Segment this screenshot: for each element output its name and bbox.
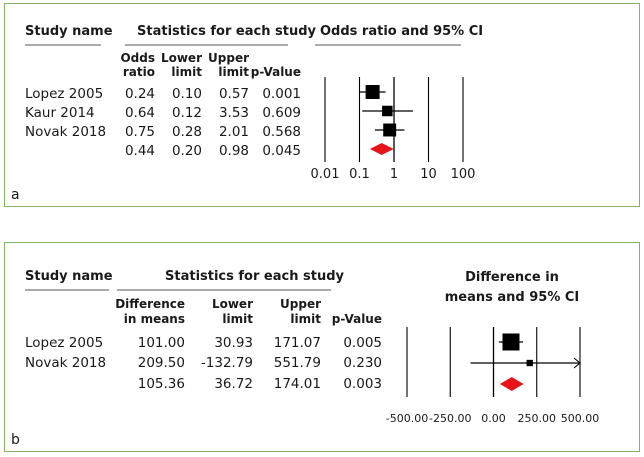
- table-row: Lopez 2005 101.00 30.93 171.07 0.005: [25, 335, 382, 351]
- plot-area-a: 0.01 0.1 1 10 100: [311, 77, 476, 182]
- forest-plot-panel-b: Study name Statistics for each study Dif…: [4, 242, 640, 452]
- effect-value: 209.50: [138, 355, 185, 371]
- p-value: 0.568: [262, 124, 301, 140]
- col-effect-header-line1: Difference: [115, 297, 185, 311]
- col-effect-header-line2: in means: [124, 312, 185, 326]
- study-name-header: Study name: [25, 24, 113, 39]
- effect-value: 101.00: [138, 335, 185, 351]
- upper-limit-value: 0.57: [219, 86, 249, 102]
- summary-p-value: 0.003: [343, 376, 382, 392]
- lower-limit-value: 0.12: [172, 105, 202, 121]
- upper-limit-value: 551.79: [274, 355, 321, 371]
- lower-limit-value: 30.93: [214, 335, 253, 351]
- col-lower-header-line2: limit: [222, 312, 253, 326]
- table-row: Lopez 2005 0.24 0.10 0.57 0.001: [25, 86, 301, 102]
- upper-limit-value: 171.07: [274, 335, 321, 351]
- study-name: Lopez 2005: [25, 86, 103, 102]
- col-lower-header-line1: Lower: [161, 51, 202, 65]
- summary-upper-value: 0.98: [219, 143, 249, 159]
- ci-arrow: [573, 357, 581, 369]
- col-lower-header-line2: limit: [171, 65, 202, 79]
- lower-limit-value: -132.79: [201, 355, 253, 371]
- col-lower-header-line1: Lower: [212, 297, 253, 311]
- col-upper-header-line2: limit: [218, 65, 249, 79]
- tick-label: 0.01: [311, 167, 340, 182]
- col-pvalue-header: p-Value: [251, 65, 301, 79]
- tick-label: 1: [390, 167, 398, 182]
- p-value: 0.005: [343, 335, 382, 351]
- tick-label: 500.00: [561, 412, 600, 425]
- study-name: Novak 2018: [25, 355, 106, 371]
- tick-label: -250.00: [429, 412, 471, 425]
- lower-limit-value: 0.10: [172, 86, 202, 102]
- col-upper-header-line1: Upper: [208, 51, 249, 65]
- tick-label: 100: [451, 167, 476, 182]
- col-pvalue-header: p-Value: [332, 312, 382, 326]
- plot-title-line2: means and 95% CI: [445, 290, 580, 305]
- summary-row: 105.36 36.72 174.01 0.003: [138, 376, 382, 392]
- effect-value: 0.64: [125, 105, 155, 121]
- summary-upper-value: 174.01: [274, 376, 321, 392]
- effect-marker: [526, 359, 533, 367]
- tick-label: 0.00: [481, 412, 506, 425]
- summary-effect-value: 105.36: [138, 376, 185, 392]
- p-value: 0.001: [262, 86, 301, 102]
- col-upper-header-line1: Upper: [280, 297, 321, 311]
- statistics-header: Statistics for each study: [165, 269, 345, 284]
- upper-limit-value: 2.01: [219, 124, 249, 140]
- p-value: 0.609: [262, 105, 301, 121]
- plot-title: Odds ratio and 95% CI: [320, 24, 483, 39]
- tick-label: 10: [420, 167, 437, 182]
- table-row: Novak 2018 0.75 0.28 2.01 0.568: [25, 124, 301, 140]
- study-name: Novak 2018: [25, 124, 106, 140]
- panel-label: a: [11, 187, 20, 203]
- table-row: Kaur 2014 0.64 0.12 3.53 0.609: [25, 105, 301, 121]
- summary-diamond: [499, 377, 524, 391]
- effect-marker: [365, 85, 380, 99]
- p-value: 0.230: [343, 355, 382, 371]
- tick-label: -500.00: [386, 412, 428, 425]
- summary-row: 0.44 0.20 0.98 0.045: [125, 143, 301, 159]
- table-row: Novak 2018 209.50 -132.79 551.79 0.230: [25, 355, 382, 371]
- tick-label: 0.1: [349, 167, 370, 182]
- summary-diamond: [369, 143, 394, 155]
- summary-p-value: 0.045: [262, 143, 301, 159]
- plot-title-line1: Difference in: [465, 270, 559, 285]
- plot-area-b: -500.00 -250.00 0.00 250.00 500.00: [386, 327, 599, 425]
- summary-lower-value: 36.72: [214, 376, 253, 392]
- effect-marker: [502, 333, 520, 351]
- panel-label: b: [11, 432, 20, 448]
- effect-marker: [383, 123, 397, 137]
- upper-limit-value: 3.53: [219, 105, 249, 121]
- col-effect-header-line2: ratio: [123, 65, 155, 79]
- lower-limit-value: 0.28: [172, 124, 202, 140]
- forest-plot-b-svg: Study name Statistics for each study Dif…: [11, 269, 599, 448]
- study-name-header: Study name: [25, 269, 113, 284]
- col-effect-header-line1: Odds: [120, 51, 155, 65]
- statistics-header: Statistics for each study: [137, 24, 317, 39]
- tick-label: 250.00: [518, 412, 557, 425]
- study-name: Lopez 2005: [25, 335, 103, 351]
- forest-plot-panel-a: Study name Statistics for each study Odd…: [4, 3, 640, 207]
- effect-marker: [382, 105, 393, 117]
- study-name: Kaur 2014: [25, 105, 95, 121]
- col-upper-header-line2: limit: [290, 312, 321, 326]
- effect-value: 0.24: [125, 86, 155, 102]
- summary-lower-value: 0.20: [172, 143, 202, 159]
- forest-plot-a-svg: Study name Statistics for each study Odd…: [11, 24, 483, 203]
- summary-effect-value: 0.44: [125, 143, 155, 159]
- effect-value: 0.75: [125, 124, 155, 140]
